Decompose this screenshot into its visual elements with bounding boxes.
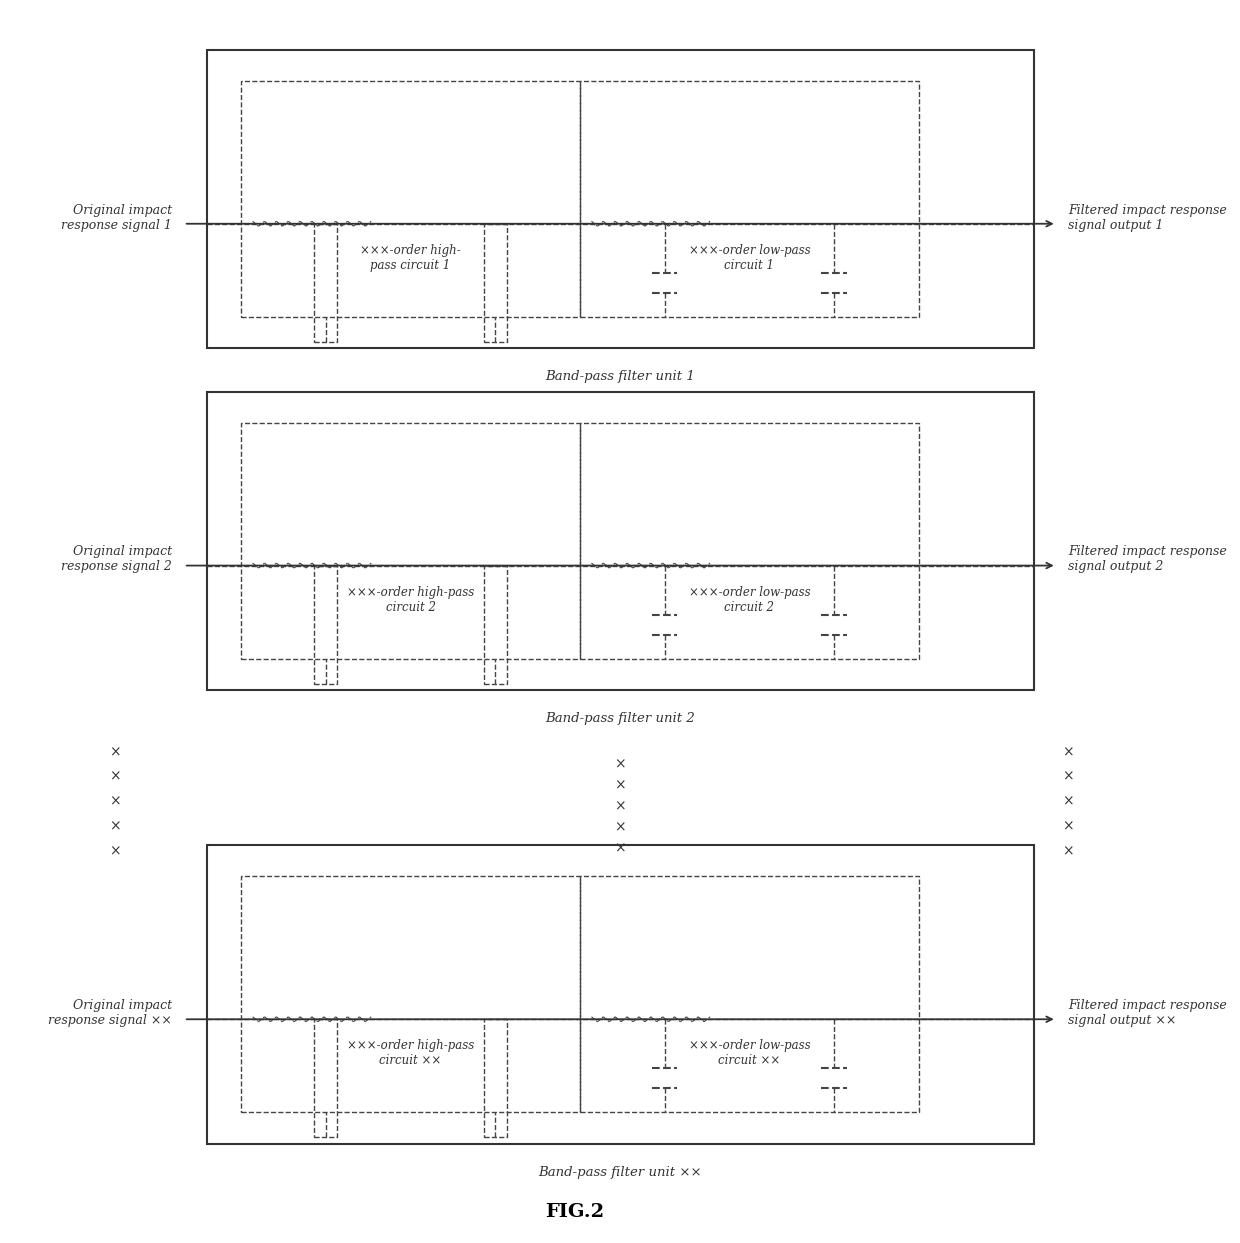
Bar [315, 566, 337, 684]
Text: ×: × [614, 799, 626, 814]
Bar [207, 845, 1034, 1144]
Bar [242, 423, 580, 659]
Bar [242, 876, 580, 1112]
Bar [315, 224, 337, 342]
Text: ×: × [109, 844, 120, 859]
Text: ×: × [109, 745, 120, 759]
Text: ×: × [1063, 844, 1074, 859]
Bar [315, 1019, 337, 1137]
Bar [484, 566, 507, 684]
Bar [484, 1019, 507, 1137]
Text: ×××-order high-pass
circuit ××: ×××-order high-pass circuit ×× [347, 1039, 474, 1068]
Text: ×: × [109, 769, 120, 784]
Text: ×: × [614, 778, 626, 793]
Text: ×××-order high-pass
circuit 2: ×××-order high-pass circuit 2 [347, 585, 474, 614]
Bar [207, 392, 1034, 690]
Bar [580, 423, 919, 659]
Text: Filtered impact response
signal output ××: Filtered impact response signal output ×… [1068, 999, 1226, 1027]
Text: ×××-order high-
pass circuit 1: ×××-order high- pass circuit 1 [361, 244, 461, 272]
Text: ×: × [1063, 794, 1074, 809]
Text: ×: × [109, 794, 120, 809]
Text: ×××-order low-pass
circuit 2: ×××-order low-pass circuit 2 [688, 585, 810, 614]
Text: Filtered impact response
signal output 1: Filtered impact response signal output 1 [1068, 204, 1226, 231]
Text: ×: × [1063, 819, 1074, 834]
Text: Band-pass filter unit 1: Band-pass filter unit 1 [546, 370, 696, 383]
Text: ×: × [614, 842, 626, 856]
Text: Original impact
response signal 2: Original impact response signal 2 [62, 546, 172, 573]
Text: Band-pass filter unit 2: Band-pass filter unit 2 [546, 712, 696, 725]
Bar [580, 876, 919, 1112]
Text: ×××-order low-pass
circuit ××: ×××-order low-pass circuit ×× [688, 1039, 810, 1068]
Text: Original impact
response signal 1: Original impact response signal 1 [62, 204, 172, 231]
Bar [242, 81, 580, 317]
Text: Band-pass filter unit ××: Band-pass filter unit ×× [538, 1166, 702, 1178]
Bar [207, 50, 1034, 348]
Text: ×: × [1063, 745, 1074, 759]
Bar [484, 224, 507, 342]
Text: FIG.2: FIG.2 [544, 1203, 604, 1221]
Text: ×: × [109, 819, 120, 834]
Bar [580, 81, 919, 317]
Text: Filtered impact response
signal output 2: Filtered impact response signal output 2 [1068, 546, 1226, 573]
Text: ×: × [614, 820, 626, 835]
Text: ×: × [614, 757, 626, 772]
Text: ×: × [1063, 769, 1074, 784]
Text: ×××-order low-pass
circuit 1: ×××-order low-pass circuit 1 [688, 244, 810, 272]
Text: Original impact
response signal ××: Original impact response signal ×× [48, 999, 172, 1027]
